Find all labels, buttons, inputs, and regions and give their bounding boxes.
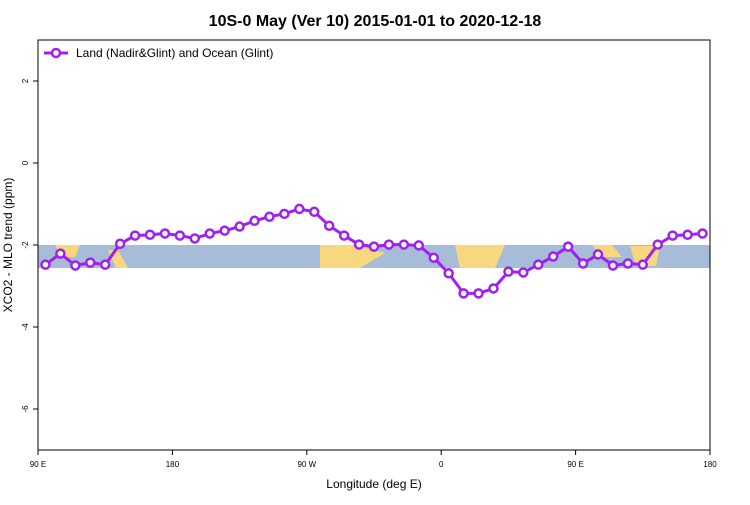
y-tick-label: 0	[21, 160, 30, 165]
y-axis-label: XCO2 - MLO trend (ppm)	[1, 178, 15, 313]
data-point	[547, 251, 559, 262]
y-tick-label: -4	[21, 323, 30, 331]
data-point	[682, 229, 693, 240]
x-axis-label: Longitude (deg E)	[326, 477, 421, 491]
data-point	[114, 238, 126, 250]
data-point	[99, 259, 111, 270]
y-tick-label: -6	[21, 405, 30, 413]
data-point	[562, 241, 574, 252]
data-point	[503, 266, 514, 277]
data-point	[637, 259, 649, 270]
data-point	[279, 208, 290, 220]
data-point	[338, 230, 350, 241]
data-point	[652, 239, 663, 250]
data-point	[592, 249, 604, 260]
data-point	[443, 268, 454, 279]
data-point	[40, 259, 51, 270]
data-point	[577, 258, 589, 269]
data-point	[204, 228, 215, 239]
data-point	[294, 203, 305, 215]
x-tick-label: 180	[703, 460, 717, 469]
x-tick-label: 0	[439, 460, 444, 469]
data-point	[249, 215, 260, 227]
data-point	[622, 258, 634, 269]
data-point	[159, 228, 171, 239]
y-tick-label: -2	[21, 241, 30, 249]
data-point	[607, 260, 619, 271]
data-point	[264, 211, 275, 222]
data-point	[533, 259, 544, 270]
data-point	[518, 267, 529, 278]
y-tick-label: 2	[21, 78, 30, 83]
x-tick-label: 90 E	[567, 460, 583, 469]
data-point	[189, 233, 201, 244]
data-point	[55, 248, 66, 259]
legend-marker	[50, 47, 62, 59]
data-point	[234, 221, 245, 232]
data-point	[697, 228, 708, 239]
data-point	[129, 230, 141, 241]
data-point	[353, 239, 365, 250]
data-point	[398, 239, 410, 250]
data-point	[488, 283, 499, 294]
data-point	[85, 257, 96, 268]
legend-label: Land (Nadir&Glint) and Ocean (Glint)	[76, 46, 273, 60]
x-tick-label: 90 E	[30, 460, 46, 469]
data-point	[413, 240, 425, 251]
data-point	[368, 241, 380, 252]
data-point	[174, 230, 186, 241]
data-point	[667, 230, 678, 241]
data-point	[458, 288, 469, 299]
data-point	[309, 206, 320, 218]
data-point	[473, 288, 484, 299]
data-point	[428, 252, 439, 263]
data-point	[144, 229, 156, 240]
x-tick-label: 180	[166, 460, 180, 469]
data-point	[219, 225, 230, 236]
data-point	[323, 220, 335, 231]
chart-title: 10S-0 May (Ver 10) 2015-01-01 to 2020-12…	[209, 13, 542, 30]
data-point	[383, 239, 395, 250]
x-tick-label: 90 W	[297, 460, 316, 469]
data-point	[70, 260, 81, 271]
